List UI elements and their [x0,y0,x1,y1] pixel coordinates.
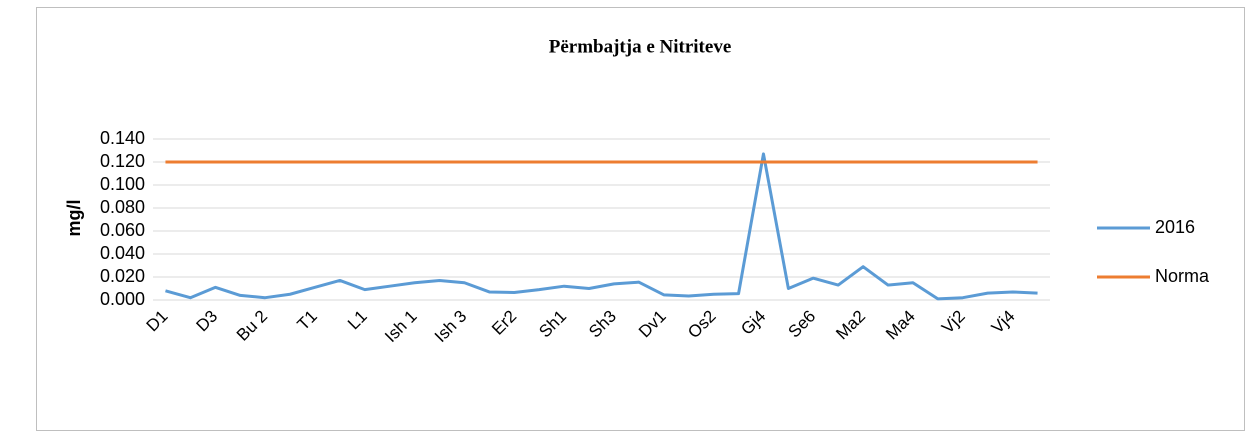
y-tick-label: 0.120 [100,151,145,171]
y-tick-label: 0.040 [100,243,145,263]
legend-label: Norma [1155,266,1210,286]
y-tick-label: 0.060 [100,220,145,240]
y-tick-label: 0.000 [100,289,145,309]
y-tick-label: 0.100 [100,174,145,194]
y-tick-label: 0.020 [100,266,145,286]
y-tick-label: 0.080 [100,197,145,217]
y-axis-label: mg/l [64,199,84,236]
legend-label: 2016 [1155,217,1195,237]
chart-border [36,7,1245,431]
chart-title: Përmbajtja e Nitriteve [549,36,732,57]
y-tick-label: 0.140 [100,128,145,148]
line-series [165,152,1038,301]
